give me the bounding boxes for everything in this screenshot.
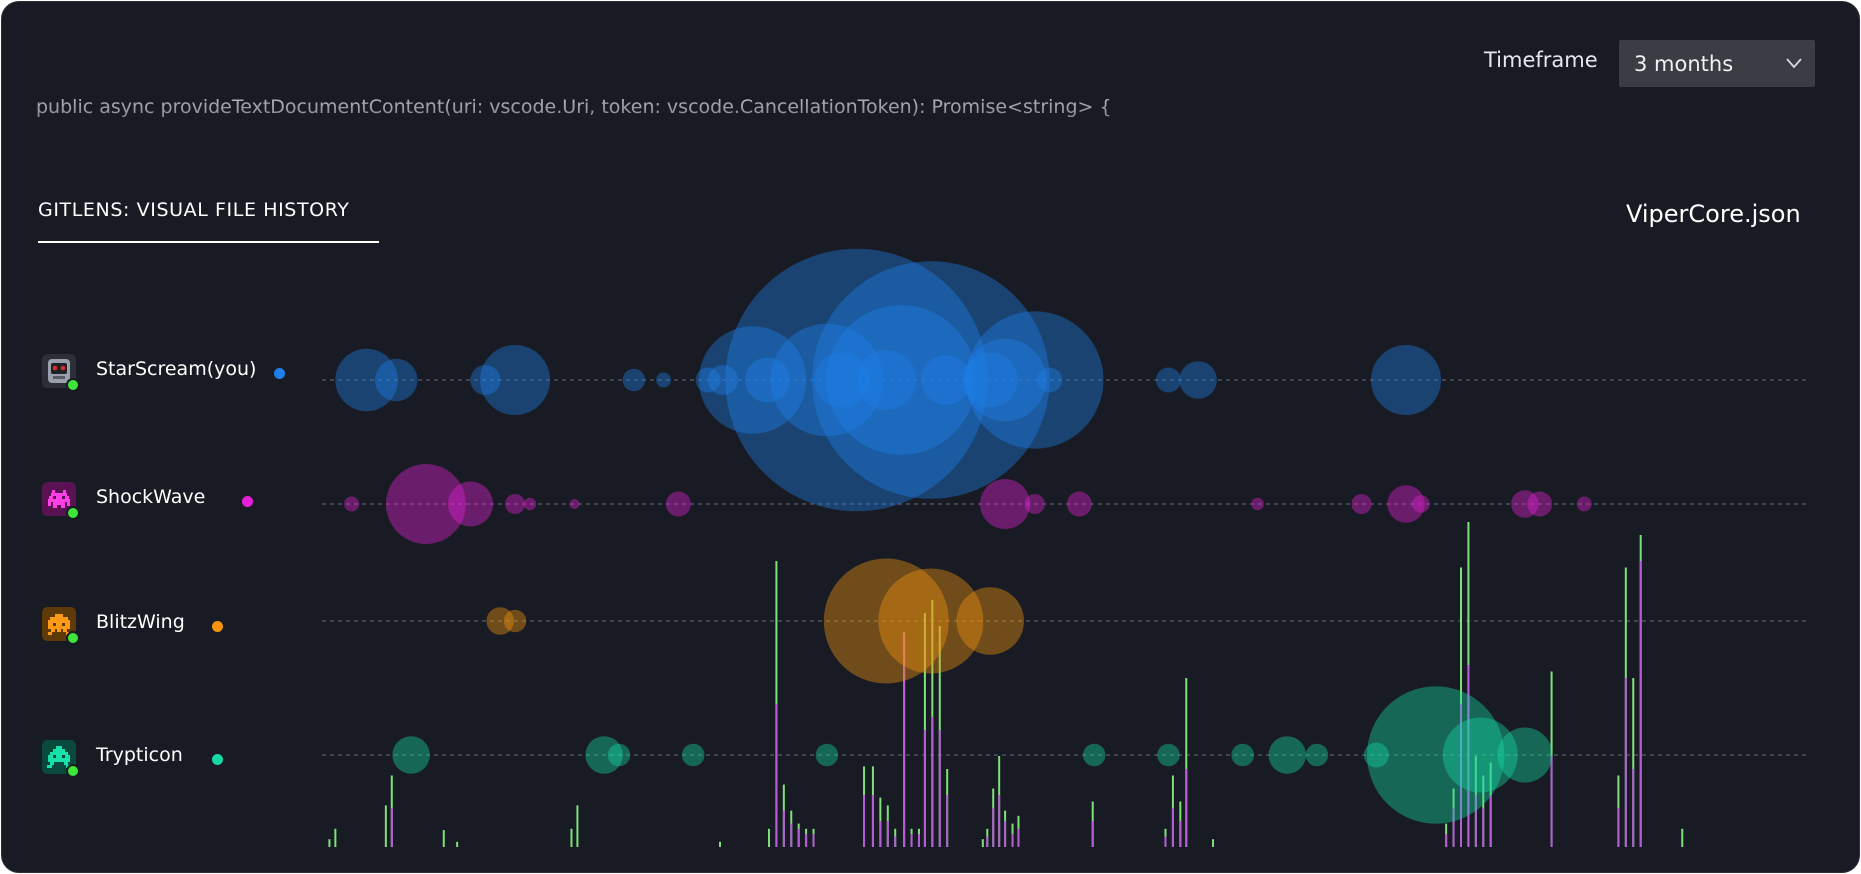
commit-bubble (966, 311, 1104, 449)
commit-bubble (1576, 496, 1592, 512)
commit-bubble (814, 352, 870, 408)
commit-bubble (486, 607, 514, 635)
commit-bubble (1179, 361, 1217, 399)
commit-bubble (1363, 742, 1389, 768)
author-name: Trypticon (96, 744, 183, 766)
commit-bubble (920, 355, 971, 405)
commit-bubble (344, 496, 360, 512)
commit-bubble (812, 261, 1050, 499)
commit-bubble (745, 357, 790, 403)
commit-bubble (878, 568, 984, 674)
online-status-dot (66, 506, 80, 520)
commit-bubble (470, 365, 501, 395)
online-status-dot (66, 764, 80, 778)
commit-bubble (375, 358, 418, 402)
commit-bubble (1268, 736, 1306, 774)
commit-bubble (392, 736, 430, 774)
commit-bubble (335, 348, 398, 412)
online-status-dot (66, 631, 80, 645)
commit-bubble (480, 345, 551, 415)
commit-bubble (503, 609, 527, 633)
commit-bubble (1037, 367, 1063, 393)
commit-bubble (1387, 485, 1425, 523)
commit-bubble (665, 491, 691, 517)
commit-bubble (770, 323, 884, 437)
author-name: ShockWave (96, 486, 206, 508)
commit-bubble (1305, 743, 1329, 767)
commit-bubble (980, 479, 1031, 529)
online-status-dot (66, 378, 80, 392)
commit-bubble (1497, 727, 1553, 783)
space-invader-avatar (42, 740, 76, 774)
commit-bubble (1511, 490, 1539, 518)
commit-bubble (1412, 495, 1430, 513)
active-tab-underline (38, 241, 379, 243)
timeframe-value: 3 months (1634, 52, 1734, 76)
author-color-dot (274, 368, 285, 379)
author-name: StarScream(you) (96, 358, 257, 380)
commit-bubble (1251, 497, 1264, 511)
commit-bubble (815, 743, 839, 767)
commit-bubble (695, 367, 721, 393)
author-color-dot (212, 754, 223, 765)
commit-bubble (1066, 491, 1092, 517)
commit-bubble (523, 497, 537, 511)
commit-bubble (826, 305, 977, 455)
commit-bubble (607, 743, 631, 767)
code-line: public async provideTextDocumentContent(… (36, 96, 1112, 118)
commit-bubble (1155, 367, 1181, 393)
commit-bubble (1231, 743, 1254, 767)
commit-bubble (1367, 686, 1505, 824)
commit-bubble (963, 338, 1047, 422)
author-name: BlitzWing (96, 611, 185, 633)
commit-bubble (698, 326, 807, 434)
commit-bubble (962, 352, 1018, 408)
commit-bubble (823, 558, 949, 684)
commit-bubble (856, 350, 917, 410)
author-color-dot (242, 496, 253, 507)
chevron-down-icon (1786, 58, 1802, 69)
commit-bubble (956, 587, 1024, 655)
commit-bubble (707, 365, 738, 395)
commit-bubble (682, 743, 705, 767)
tab-visual-file-history[interactable]: GITLENS: VISUAL FILE HISTORY (38, 199, 350, 221)
commit-bubble (1024, 494, 1045, 514)
commit-bubble (622, 368, 646, 392)
commit-bubble (385, 464, 466, 544)
commit-bubble (1371, 345, 1442, 415)
commit-bubble (505, 494, 526, 514)
commit-bubble (725, 248, 988, 512)
file-name: ViperCore.json (1626, 200, 1801, 228)
commit-bubble (1351, 494, 1372, 514)
author-color-dot (212, 621, 223, 632)
commit-bubble (448, 481, 493, 527)
commit-bubble (1157, 743, 1180, 767)
commit-bubble (585, 736, 623, 774)
commit-bubble (656, 372, 672, 388)
commit-bubble (1527, 491, 1553, 517)
timeframe-label: Timeframe (1484, 48, 1598, 72)
commit-bubble (1442, 717, 1518, 793)
timeframe-select[interactable]: 3 months (1619, 40, 1815, 87)
commit-bubble (1082, 743, 1106, 767)
commit-bubble (569, 499, 580, 509)
